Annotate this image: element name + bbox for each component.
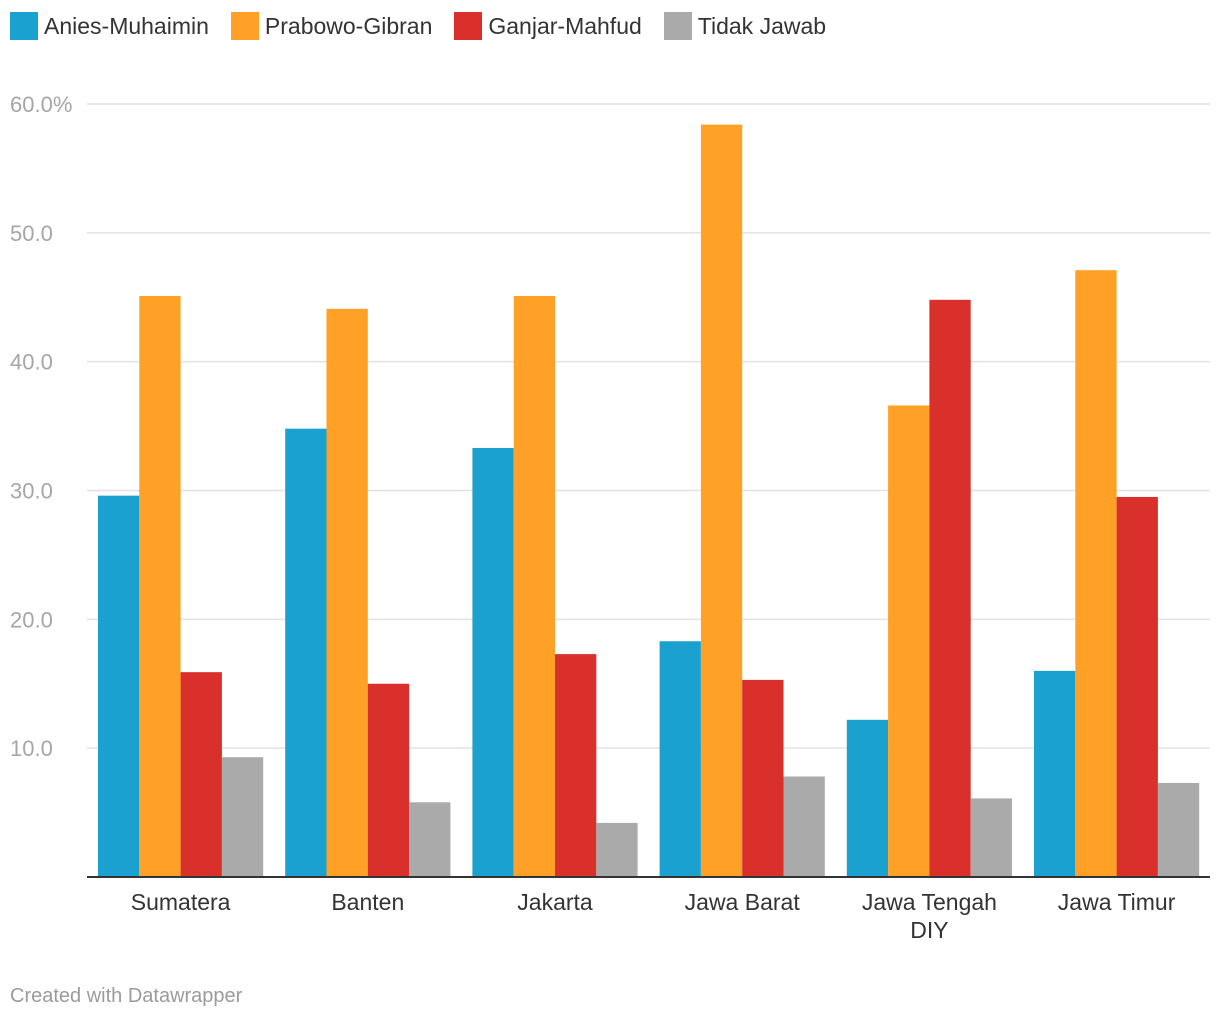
bar-anies-muhaimin (285, 428, 327, 877)
y-tick-label: 40.0 (10, 350, 53, 375)
bar-tidak-jawab (221, 757, 264, 877)
bar-anies-muhaimin (659, 641, 701, 877)
x-category-label: Jakarta (517, 889, 593, 915)
bar-prabowo-gibran (513, 295, 555, 877)
bar-prabowo-gibran (1075, 270, 1117, 877)
y-tick-label: 60.0% (10, 92, 72, 117)
legend-item-tidak-jawab: Tidak Jawab (663, 12, 827, 40)
y-tick-label: 50.0 (10, 221, 53, 246)
bar-chart: 10.0 20.0 30.0 40.0 50.0 60.0% Sumatera Banten J… (10, 92, 1210, 943)
bar-tidak-jawab (596, 822, 638, 877)
bar-anies-muhaimin (1034, 670, 1076, 877)
bar-prabowo-gibran (139, 295, 181, 877)
x-category-label: Jawa Barat (685, 889, 801, 915)
legend-label: Tidak Jawab (697, 12, 827, 39)
x-category-label: Jawa Timur (1058, 889, 1176, 915)
x-category-label: Sumatera (131, 889, 231, 915)
legend-item-anies-muhaimin: Anies-Muhaimin (10, 12, 209, 40)
bar-anies-muhaimin (98, 495, 140, 877)
x-category-label: Banten (331, 889, 404, 915)
bar-tidak-jawab (1157, 782, 1200, 877)
y-tick-label: 20.0 (10, 607, 53, 632)
bar-prabowo-gibran (326, 308, 368, 878)
legend-label: Ganjar-Mahfud (488, 12, 642, 39)
chart-legend: Anies-Muhaimin Prabowo-Gibran Ganjar-Mah… (10, 12, 848, 40)
bar-ganjar-mahfud (929, 299, 971, 877)
bar-prabowo-gibran (700, 124, 743, 877)
bar-ganjar-mahfud (367, 683, 410, 877)
bar-anies-muhaimin (846, 719, 889, 877)
legend-swatch (10, 12, 38, 40)
bar-tidak-jawab (409, 802, 451, 877)
x-category-label: Jawa Tengah (862, 889, 997, 915)
legend-label: Prabowo-Gibran (264, 12, 433, 39)
legend-label: Anies-Muhaimin (44, 12, 209, 39)
y-tick-label: 10.0 (10, 736, 53, 761)
bar-ganjar-mahfud (555, 654, 597, 877)
bar-tidak-jawab (783, 776, 825, 877)
legend-swatch (230, 12, 259, 40)
bar-ganjar-mahfud (1116, 496, 1158, 877)
x-category-label: DIY (910, 917, 948, 943)
bar-ganjar-mahfud (742, 679, 784, 877)
legend-swatch (663, 12, 692, 40)
bar-prabowo-gibran (888, 405, 930, 877)
legend-swatch (454, 12, 483, 40)
y-tick-label: 30.0 (10, 479, 53, 504)
bar-tidak-jawab (970, 798, 1012, 877)
bar-ganjar-mahfud (180, 672, 222, 877)
legend-item-prabowo-gibran: Prabowo-Gibran (230, 12, 433, 40)
legend-item-ganjar-mahfud: Ganjar-Mahfud (454, 12, 642, 40)
bar-anies-muhaimin (472, 447, 514, 877)
footer-credit: Created with Datawrapper (10, 985, 243, 1007)
